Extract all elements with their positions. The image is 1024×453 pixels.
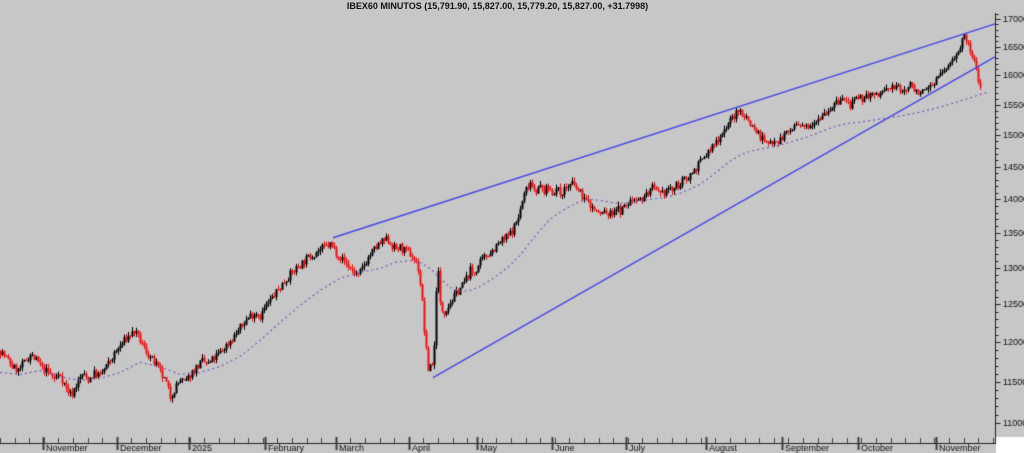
chart-title: IBEX60 MINUTOS (15,791.90, 15,827.00, 15… xyxy=(346,1,649,11)
